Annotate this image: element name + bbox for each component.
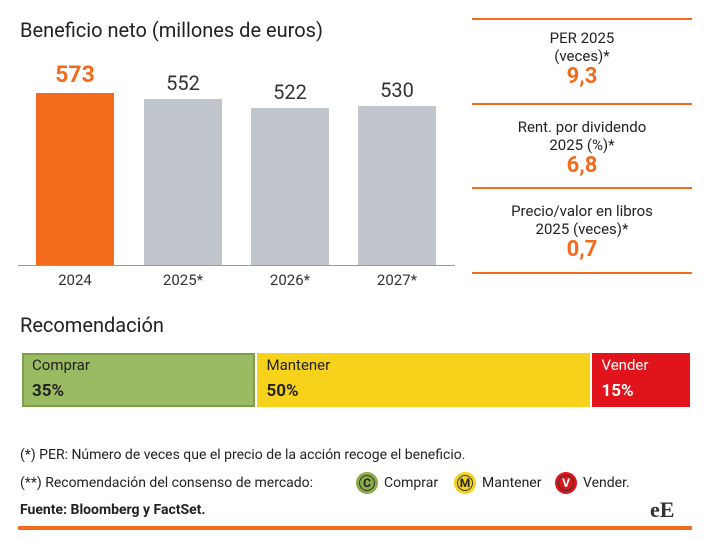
stacked-segment bbox=[591, 353, 690, 407]
legend-label: Mantener bbox=[482, 475, 542, 491]
legend-label: Vender bbox=[601, 356, 649, 374]
bar bbox=[358, 105, 436, 265]
baseline bbox=[18, 265, 455, 266]
x-tick-label: 2025* bbox=[162, 271, 204, 289]
stacked-segment bbox=[22, 353, 255, 407]
legend-icon: C bbox=[356, 472, 378, 494]
divider bbox=[472, 272, 692, 274]
stat-label: 2025 (veces)* bbox=[535, 220, 629, 238]
footnote: (**) Recomendación del consenso de merca… bbox=[20, 475, 314, 491]
legend-label: Comprar bbox=[384, 475, 439, 491]
value-label: 522 bbox=[273, 80, 307, 105]
legend-label: Vender. bbox=[583, 475, 630, 491]
stat-label: (veces)* bbox=[554, 47, 610, 65]
stat-label: PER 2025 bbox=[549, 29, 615, 47]
divider bbox=[472, 18, 692, 20]
legend-label: Mantener bbox=[266, 356, 331, 374]
stat-value: 9,3 bbox=[566, 64, 598, 89]
stat-label: Precio/valor en libros bbox=[511, 202, 653, 220]
stat-value: 6,8 bbox=[566, 153, 598, 178]
bar bbox=[144, 99, 222, 265]
data-label: 35% bbox=[32, 381, 65, 401]
stacked-segment bbox=[256, 353, 590, 407]
legend-icon: V bbox=[555, 472, 577, 494]
x-tick-label: 2024 bbox=[58, 271, 92, 289]
value-label: 552 bbox=[166, 71, 200, 96]
legend-label: Comprar bbox=[32, 356, 90, 374]
data-label: 50% bbox=[266, 381, 299, 401]
section-title: Recomendación bbox=[20, 313, 164, 337]
stat-label: Rent. por dividendo bbox=[517, 118, 647, 136]
value-label: 530 bbox=[380, 77, 414, 102]
bar bbox=[251, 108, 329, 265]
footnote: (*) PER: Número de veces que el precio d… bbox=[20, 447, 466, 463]
legend-icon: M bbox=[454, 472, 476, 494]
stat-label: 2025 (%)* bbox=[549, 136, 615, 154]
bar bbox=[36, 93, 114, 265]
x-tick-label: 2026* bbox=[269, 271, 311, 289]
chart-title: Beneficio neto (millones de euros) bbox=[20, 18, 323, 42]
data-label: 15% bbox=[601, 381, 634, 401]
stat-value: 0,7 bbox=[566, 237, 598, 262]
value-label: 573 bbox=[55, 61, 95, 88]
logo: eE bbox=[650, 497, 675, 522]
x-tick-label: 2027* bbox=[376, 271, 418, 289]
source: Fuente: Bloomberg y FactSet. bbox=[20, 502, 206, 518]
divider bbox=[472, 103, 692, 105]
footer-rule bbox=[18, 526, 692, 530]
divider bbox=[472, 187, 692, 189]
